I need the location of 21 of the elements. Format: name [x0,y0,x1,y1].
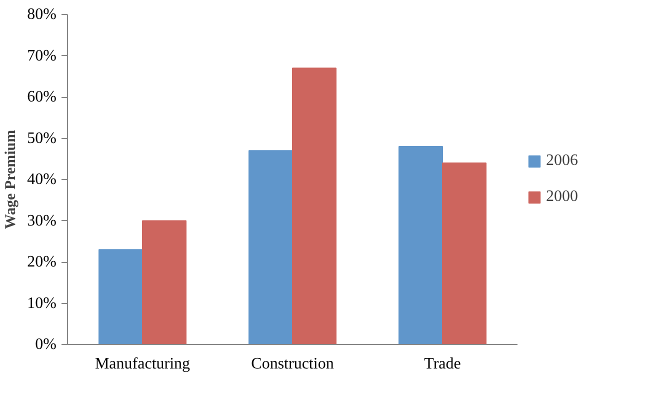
y-tick-label: 40% [27,171,56,188]
bar [398,146,443,344]
legend-label: 2006 [546,152,578,170]
x-tick-label: Construction [251,356,334,372]
bar [248,150,293,344]
bar [142,220,186,344]
y-tick-label: 50% [27,130,56,147]
x-tick-label: Manufacturing [94,356,190,372]
x-tick-label: Trade [424,356,461,372]
y-axis-title: Wage Premium [3,129,20,230]
y-tick-label: 60% [27,88,56,106]
y-tick-label: 80% [27,6,56,23]
bar [98,249,143,344]
y-tick-label: 0% [35,336,56,353]
y-tick-label: 10% [27,294,56,312]
y-tick-label: 70% [27,47,56,64]
legend-label: 2000 [546,188,578,206]
y-tick-label: 30% [27,212,56,230]
bar [292,68,336,344]
y-tick-label: 20% [27,254,56,270]
bar [442,162,486,344]
